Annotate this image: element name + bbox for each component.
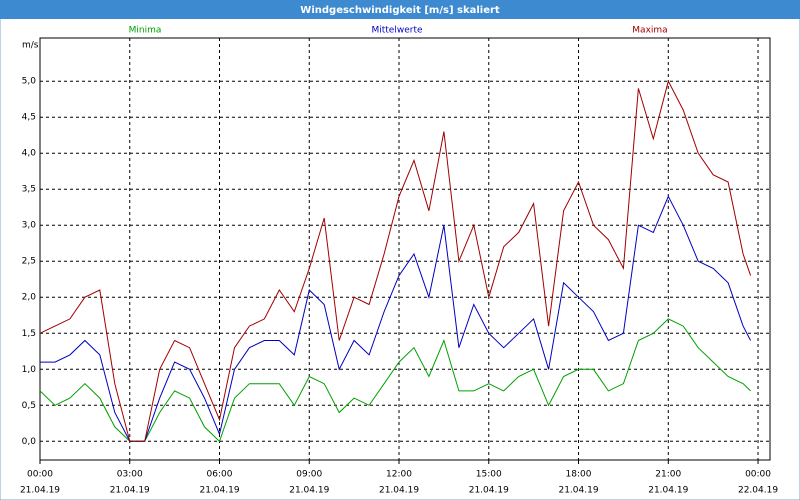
- x-tick-date: 21.04.19: [110, 486, 150, 496]
- chart-title: Windgeschwindigkeit [m/s] skaliert: [300, 5, 500, 16]
- y-tick-label: 5,0: [22, 77, 37, 87]
- y-axis-label: m/s: [22, 41, 39, 51]
- x-tick-date: 21.04.19: [379, 486, 419, 496]
- y-tick-label: 2,0: [22, 293, 37, 303]
- x-tick-label: 15:00: [476, 470, 502, 480]
- y-tick-label: 1,0: [22, 365, 37, 375]
- x-tick-date: 21.04.19: [199, 486, 239, 496]
- legend-label: Minima: [129, 26, 162, 36]
- x-tick-date: 21.04.19: [289, 486, 329, 496]
- series-line: [40, 195, 752, 442]
- x-tick-label: 09:00: [296, 470, 322, 480]
- x-tick-label: 00:00: [745, 470, 771, 480]
- series-line: [39, 79, 752, 442]
- title-bar: [0, 0, 800, 19]
- x-tick-date: 21.04.19: [558, 486, 598, 496]
- x-tick-date: 22.04.19: [738, 486, 778, 496]
- y-tick-label: 0,0: [22, 437, 37, 447]
- y-tick-label: 1,5: [22, 329, 36, 339]
- x-tick-label: 06:00: [207, 470, 233, 480]
- x-tick-label: 21:00: [655, 470, 681, 480]
- x-tick-label: 03:00: [117, 470, 143, 480]
- x-tick-date: 21.04.19: [469, 486, 509, 496]
- legend-label: Maxima: [632, 26, 667, 36]
- y-tick-label: 3,0: [22, 221, 37, 231]
- x-tick-date: 21.04.19: [20, 486, 60, 496]
- y-tick-label: 4,5: [22, 113, 36, 123]
- x-tick-date: 21.04.19: [648, 486, 688, 496]
- x-tick-label: 18:00: [566, 470, 592, 480]
- y-tick-label: 2,5: [22, 257, 36, 267]
- x-tick-label: 12:00: [386, 470, 412, 480]
- y-tick-label: 3,5: [22, 185, 36, 195]
- y-tick-label: 4,0: [22, 149, 37, 159]
- series-line: [39, 318, 751, 443]
- x-tick-label: 00:00: [27, 470, 53, 480]
- legend-label: Mittelwerte: [371, 26, 422, 36]
- y-tick-label: 0,5: [22, 401, 36, 411]
